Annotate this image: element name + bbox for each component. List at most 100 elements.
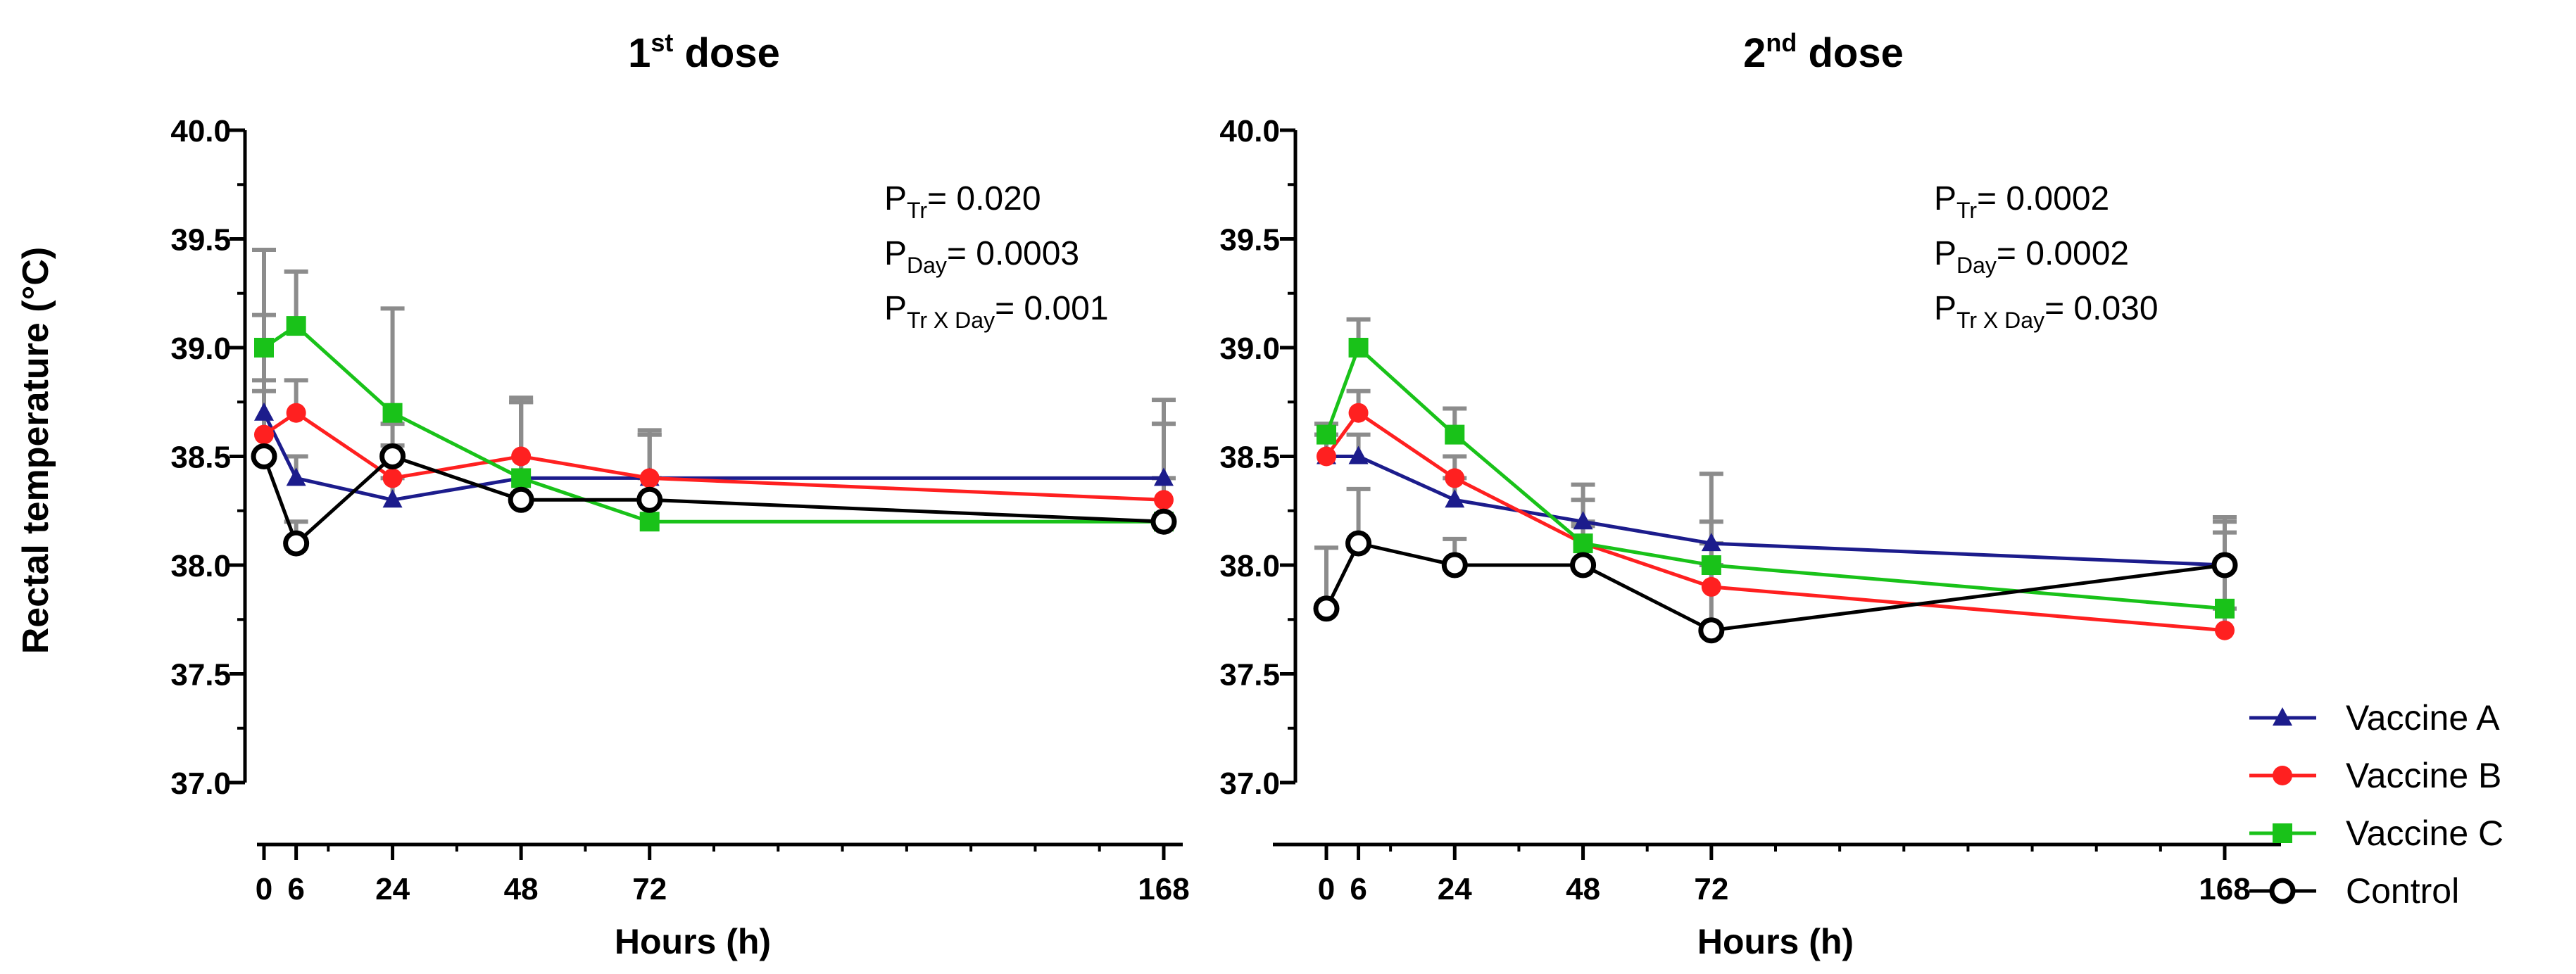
legend-label: Vaccine B (2346, 756, 2501, 795)
data-point (1445, 424, 1465, 445)
data-point (636, 486, 663, 513)
data-point (1573, 511, 1593, 530)
x-tick-label: 168 (2199, 872, 2250, 906)
data-point (639, 468, 660, 488)
y-tick-label: 38.5 (1219, 441, 1280, 475)
x-tick-label: 24 (375, 872, 410, 906)
y-tick-label: 39.5 (170, 223, 231, 258)
series-line (1324, 344, 2225, 611)
x-tick-label: 72 (632, 872, 667, 906)
chart-panel-1: 1st dose 37.0 37.5 38.0 38.5 39.0 39.5 40.0 0 6 24… (170, 28, 1189, 961)
data-point (1345, 530, 1372, 557)
data-point (1570, 552, 1597, 578)
data-point (254, 424, 274, 445)
stat-annotation: PDay= 0.0002 (1934, 235, 2129, 278)
data-point (382, 403, 403, 423)
data-point (254, 402, 274, 421)
stat-annotation: PTr= 0.0002 (1934, 180, 2109, 223)
x-tick-label: 0 (1318, 872, 1335, 906)
stat-subscript: Day (1956, 253, 1997, 278)
data-point (2215, 620, 2235, 640)
y-tick-label: 38.0 (1219, 549, 1280, 583)
stat-letter: P (884, 235, 907, 272)
chart-title-number: 1 (628, 30, 651, 76)
stat-subscript: Tr X Day (1956, 308, 2044, 333)
data-point (1701, 533, 1721, 552)
chart-title-text: dose (1797, 30, 1904, 76)
stat-value: = 0.0002 (1977, 180, 2109, 217)
data-point (1348, 445, 1369, 464)
x-tick-label: 48 (1566, 872, 1600, 906)
data-point (283, 530, 310, 557)
stat-value: = 0.030 (2044, 290, 2158, 327)
y-tick-label: 37.0 (1219, 766, 1280, 801)
y-tick-label: 37.0 (170, 766, 231, 801)
x-axis-label: Hours (h) (1697, 922, 1854, 961)
data-point (508, 486, 534, 513)
stat-letter: P (1934, 235, 1956, 272)
chart-title-superscript: st (651, 28, 673, 57)
stat-annotation: PTr X Day= 0.030 (1934, 290, 2159, 333)
y-tick-label: 39.0 (170, 331, 231, 366)
stat-letter: P (1934, 180, 1956, 217)
stat-subscript: Tr X Day (907, 308, 995, 333)
stat-subscript: Day (907, 253, 947, 278)
stat-letter: P (1934, 290, 1956, 327)
series-line (262, 454, 1164, 547)
data-point (1445, 468, 1465, 488)
stat-value: = 0.001 (995, 290, 1108, 327)
stat-annotation: PDay= 0.0003 (884, 235, 1079, 278)
data-point (1348, 338, 1369, 358)
y-tick-label: 39.0 (1219, 331, 1280, 366)
legend: Vaccine A Vaccine B Vaccine C Control (2249, 698, 2503, 911)
data-point (286, 316, 306, 336)
data-point (1701, 555, 1721, 575)
data-point (1154, 467, 1174, 486)
legend-label: Vaccine A (2346, 698, 2500, 738)
data-point (1317, 424, 1336, 445)
data-point (1573, 533, 1593, 554)
data-point (1701, 576, 1721, 597)
data-point (1698, 617, 1725, 644)
legend-marker (2273, 823, 2292, 843)
legend-label: Control (2346, 871, 2459, 911)
data-point (286, 403, 306, 423)
x-tick-label: 48 (504, 872, 539, 906)
y-tick-label: 38.0 (170, 549, 231, 583)
data-point (639, 512, 660, 532)
stat-value: = 0.0003 (947, 235, 1079, 272)
x-tick-label: 72 (1694, 872, 1728, 906)
data-point (379, 443, 406, 469)
data-point (1313, 595, 1340, 622)
data-point (382, 468, 403, 488)
legend-item: Vaccine A (2249, 698, 2500, 738)
data-point (1154, 490, 1174, 510)
legend-label: Vaccine C (2346, 814, 2503, 853)
stat-annotation: PTr= 0.020 (884, 180, 1041, 223)
x-tick-label: 168 (1138, 872, 1189, 906)
y-tick-label: 38.5 (170, 441, 231, 475)
x-axis-label: Hours (h) (615, 922, 771, 961)
x-tick-label: 6 (1350, 872, 1366, 906)
data-point (2211, 552, 2238, 578)
x-tick-label: 24 (1438, 872, 1472, 906)
data-point (1150, 508, 1177, 535)
legend-marker (2273, 766, 2292, 785)
data-point (382, 489, 403, 508)
legend-item: Vaccine B (2249, 756, 2501, 795)
y-tick-label: 40.0 (170, 114, 231, 148)
stat-letter: P (884, 180, 907, 217)
chart-title: 2nd dose (1743, 28, 1904, 76)
y-tick-label: 39.5 (1219, 223, 1280, 258)
data-point (286, 467, 306, 486)
stat-subscript: Tr (1956, 198, 1977, 223)
data-point (1441, 552, 1468, 578)
legend-marker (2273, 707, 2292, 726)
x-tick-label: 6 (287, 872, 304, 906)
legend-item: Vaccine C (2249, 814, 2503, 853)
legend-item: Control (2249, 871, 2459, 911)
data-point (1317, 446, 1336, 467)
chart-title-superscript: nd (1766, 28, 1797, 57)
